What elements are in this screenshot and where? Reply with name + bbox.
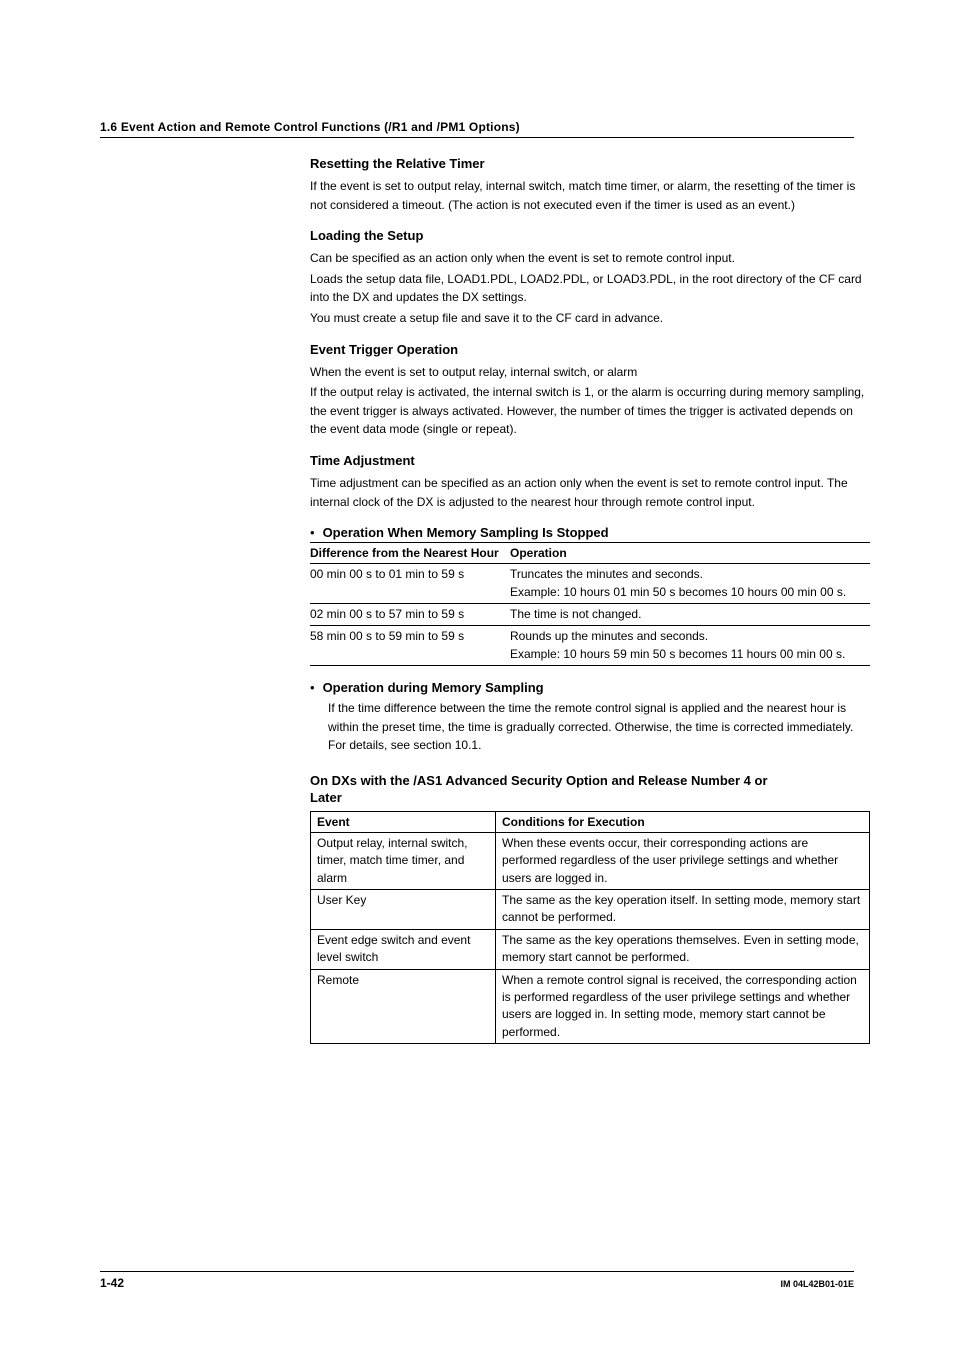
body-text: When the event is set to output relay, i… bbox=[310, 363, 870, 382]
table-row: Output relay, internal switch, timer, ma… bbox=[311, 832, 870, 889]
table-cell: The same as the key operation itself. In… bbox=[496, 890, 870, 930]
table-header: Difference from the Nearest Hour bbox=[310, 543, 510, 564]
heading-reset: Resetting the Relative Timer bbox=[310, 156, 870, 171]
content-column: Resetting the Relative Timer If the even… bbox=[310, 156, 870, 1044]
cell-line: Truncates the minutes and seconds. bbox=[510, 567, 703, 581]
table-cell: 58 min 00 s to 59 min to 59 s bbox=[310, 626, 510, 666]
body-text: Can be specified as an action only when … bbox=[310, 249, 870, 268]
table-cell: Truncates the minutes and seconds. Examp… bbox=[510, 564, 870, 604]
table-cell: The same as the key operations themselve… bbox=[496, 929, 870, 969]
heading-loading: Loading the Setup bbox=[310, 228, 870, 243]
table-cell: 02 min 00 s to 57 min to 59 s bbox=[310, 603, 510, 625]
bullet-icon: • bbox=[310, 526, 315, 539]
table-row: 02 min 00 s to 57 min to 59 s The time i… bbox=[310, 603, 870, 625]
bullet-title: Operation When Memory Sampling Is Stoppe… bbox=[323, 525, 609, 540]
table-cell: Event edge switch and event level switch bbox=[311, 929, 496, 969]
table-cell: The time is not changed. bbox=[510, 603, 870, 625]
table-header-row: Difference from the Nearest Hour Operati… bbox=[310, 543, 870, 564]
table-row: Remote When a remote control signal is r… bbox=[311, 969, 870, 1044]
table-header: Conditions for Execution bbox=[496, 811, 870, 832]
cell-line: Example: 10 hours 59 min 50 s becomes 11… bbox=[510, 647, 845, 661]
table-header-row: Event Conditions for Execution bbox=[311, 811, 870, 832]
body-text: If the time difference between the time … bbox=[328, 699, 870, 755]
table-row: 00 min 00 s to 01 min to 59 s Truncates … bbox=[310, 564, 870, 604]
table-row: User Key The same as the key operation i… bbox=[311, 890, 870, 930]
table-cell: When these events occur, their correspon… bbox=[496, 832, 870, 889]
page-number: 1-42 bbox=[100, 1276, 124, 1290]
table-header: Operation bbox=[510, 543, 870, 564]
body-text: Time adjustment can be specified as an a… bbox=[310, 474, 870, 511]
bullet-body: If the time difference between the time … bbox=[328, 699, 870, 755]
table-row: 58 min 00 s to 59 min to 59 s Rounds up … bbox=[310, 626, 870, 666]
section-header: 1.6 Event Action and Remote Control Func… bbox=[100, 120, 854, 138]
bullet-icon: • bbox=[310, 681, 315, 694]
cell-line: Example: 10 hours 01 min 50 s becomes 10… bbox=[510, 585, 846, 599]
time-adjustment-table: Difference from the Nearest Hour Operati… bbox=[310, 542, 870, 666]
bullet-title: Operation during Memory Sampling bbox=[323, 680, 544, 695]
heading-timeadj: Time Adjustment bbox=[310, 453, 870, 468]
cell-line: Rounds up the minutes and seconds. bbox=[510, 629, 708, 643]
heading-line: Later bbox=[310, 790, 870, 805]
bullet-heading: • Operation When Memory Sampling Is Stop… bbox=[310, 525, 870, 540]
conditions-table: Event Conditions for Execution Output re… bbox=[310, 811, 870, 1044]
heading-as1: On DXs with the /AS1 Advanced Security O… bbox=[310, 773, 870, 805]
doc-id: IM 04L42B01-01E bbox=[780, 1279, 854, 1289]
heading-trigger: Event Trigger Operation bbox=[310, 342, 870, 357]
heading-line: On DXs with the /AS1 Advanced Security O… bbox=[310, 773, 870, 788]
page-footer: 1-42 IM 04L42B01-01E bbox=[100, 1271, 854, 1290]
bullet-heading: • Operation during Memory Sampling bbox=[310, 680, 870, 695]
table-header: Event bbox=[311, 811, 496, 832]
table-cell: Remote bbox=[311, 969, 496, 1044]
table-row: Event edge switch and event level switch… bbox=[311, 929, 870, 969]
table-cell: Rounds up the minutes and seconds. Examp… bbox=[510, 626, 870, 666]
body-text: If the output relay is activated, the in… bbox=[310, 383, 870, 439]
table-cell: Output relay, internal switch, timer, ma… bbox=[311, 832, 496, 889]
body-text: If the event is set to output relay, int… bbox=[310, 177, 870, 214]
table-cell: User Key bbox=[311, 890, 496, 930]
table-cell: 00 min 00 s to 01 min to 59 s bbox=[310, 564, 510, 604]
body-text: Loads the setup data file, LOAD1.PDL, LO… bbox=[310, 270, 870, 307]
table-cell: When a remote control signal is received… bbox=[496, 969, 870, 1044]
body-text: You must create a setup file and save it… bbox=[310, 309, 870, 328]
